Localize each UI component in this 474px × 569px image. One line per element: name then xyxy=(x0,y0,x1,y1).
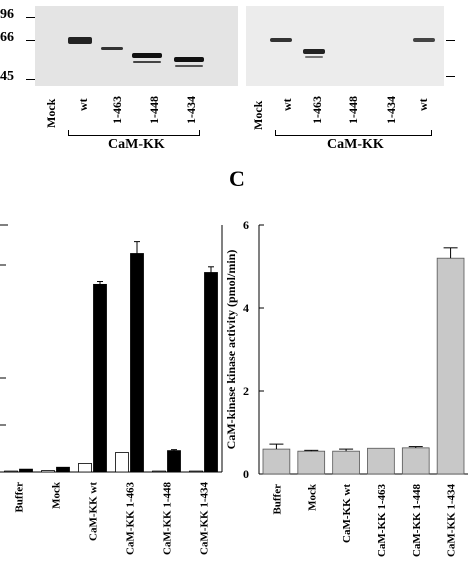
bar-cam-kk-wt-series-2 xyxy=(93,283,107,473)
bar-cam-kk-1-448-series-1 xyxy=(152,470,166,473)
lane-label-mock: Mock xyxy=(44,98,58,128)
category-label-mock: Mock xyxy=(306,483,318,511)
category-label-buffer: Buffer xyxy=(271,484,283,515)
y-tick-label-6: 6 xyxy=(243,218,249,232)
western-blot-left xyxy=(35,6,238,86)
blot-band-1-448-lower xyxy=(133,61,161,63)
lane-label-wt: wt xyxy=(280,98,294,111)
blot-band-1-448 xyxy=(132,53,162,58)
bar-mock xyxy=(297,450,326,475)
blot-band-1-434 xyxy=(174,57,204,62)
lane-label-mock: Mock xyxy=(251,100,265,130)
blot-band-wt xyxy=(68,37,92,44)
bar-chart-left: Buffer Mock CaM-KK wt CaM-KK 1-463 CaM-KK 1-… xyxy=(0,224,223,556)
mw-tick-45 xyxy=(26,79,35,80)
bar-cam-kk-wt xyxy=(332,450,360,475)
y-tick-label-4: 4 xyxy=(243,301,249,315)
blot-band-wt-2 xyxy=(413,38,435,42)
category-label-cam-kk-1-463: CaM-KK 1-463 xyxy=(376,484,388,558)
category-label-cam-kk-wt: CaM-KK wt xyxy=(341,484,353,543)
blot-band-1-434-lower xyxy=(175,65,203,67)
lane-label-wt-2: wt xyxy=(416,98,430,111)
category-label-cam-kk-1-448: CaM-KK 1-448 xyxy=(162,482,174,556)
mw-tick-right-66 xyxy=(446,40,455,41)
bar-cam-kk-1-434 xyxy=(436,257,465,475)
blot-band-wt xyxy=(270,38,292,42)
bar-cam-kk-1-434-series-2 xyxy=(204,272,218,473)
y-axis-label: CaM-kinase kinase activity (pmol/min) xyxy=(224,250,238,450)
group-bracket-left xyxy=(68,130,200,136)
bar-mock-series-2 xyxy=(56,466,70,473)
bar-mock-series-1 xyxy=(41,470,55,473)
category-label-cam-kk-wt: CaM-KK wt xyxy=(88,482,100,541)
mw-marker-45: 45 xyxy=(0,69,14,84)
lane-label-1-448: 1-448 xyxy=(346,96,360,124)
blot-band-1-463-lower xyxy=(305,56,323,58)
group-bracket-right xyxy=(275,130,432,136)
category-label-cam-kk-1-448: CaM-KK 1-448 xyxy=(411,484,423,558)
lane-label-1-448: 1-448 xyxy=(147,96,161,124)
y-tick-label-0: 0 xyxy=(243,467,249,481)
bar-buffer xyxy=(262,448,291,475)
bar-buffer-series-1 xyxy=(4,470,18,473)
bar-chart-c: 0 2 4 6 CaM-kinase kinase activity (pmol/min… xyxy=(224,218,468,558)
mw-marker-96: 96 xyxy=(0,7,14,22)
category-label-cam-kk-1-463: CaM-KK 1-463 xyxy=(125,482,137,556)
mw-tick-right-45 xyxy=(446,76,455,77)
lane-label-wt: wt xyxy=(76,98,90,111)
panel-letter-c: C xyxy=(229,166,245,191)
mw-tick-66 xyxy=(26,40,35,41)
bar-cam-kk-1-463 xyxy=(367,447,395,475)
lane-label-1-434: 1-434 xyxy=(384,96,398,124)
mw-marker-66: 66 xyxy=(0,30,14,45)
bar-cam-kk-1-463-series-2 xyxy=(130,253,144,473)
western-blot-right xyxy=(246,6,444,86)
category-label-cam-kk-1-434: CaM-KK 1-434 xyxy=(199,482,211,556)
bar-cam-kk-1-448 xyxy=(401,447,430,475)
blot-band-1-463 xyxy=(303,49,325,54)
mw-tick-96 xyxy=(26,17,35,18)
group-label-right: CaM-KK xyxy=(327,137,384,152)
lane-label-1-463: 1-463 xyxy=(110,96,124,124)
bar-buffer-series-2 xyxy=(19,468,33,473)
group-label-left: CaM-KK xyxy=(108,137,165,152)
bar-cam-kk-wt-series-1 xyxy=(78,463,92,473)
category-label-cam-kk-1-434: CaM-KK 1-434 xyxy=(446,484,458,558)
bar-cam-kk-1-463-series-1 xyxy=(115,452,129,473)
bar-cam-kk-1-448-series-2 xyxy=(167,450,181,473)
y-tick-label-2: 2 xyxy=(243,384,249,398)
lane-label-1-463: 1-463 xyxy=(310,96,324,124)
category-label-buffer: Buffer xyxy=(14,482,26,513)
blot-band-1-463 xyxy=(101,47,123,50)
category-label-mock: Mock xyxy=(51,481,63,509)
lane-label-1-434: 1-434 xyxy=(184,96,198,124)
bar-cam-kk-1-434-series-1 xyxy=(189,470,203,473)
